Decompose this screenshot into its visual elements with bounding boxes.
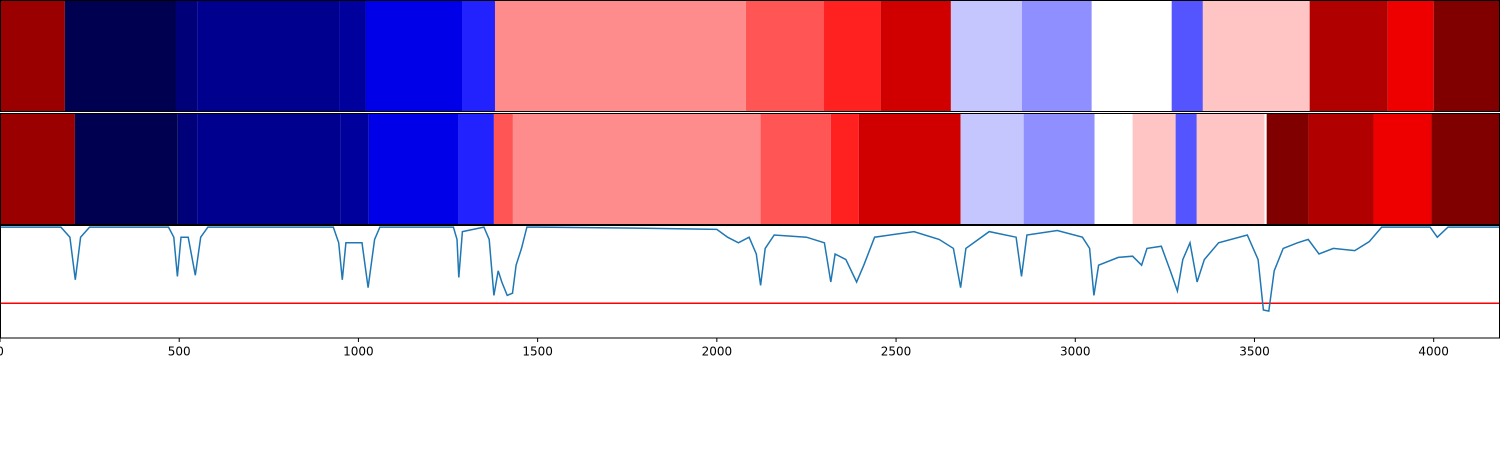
segment	[1387, 0, 1434, 112]
x-tick-label: 2500	[881, 345, 912, 359]
score-line	[0, 226, 1500, 312]
segment	[340, 113, 369, 225]
plot-frame	[0, 225, 1500, 339]
segment	[0, 0, 65, 112]
segment	[1373, 113, 1432, 225]
segment	[1308, 113, 1374, 225]
segment	[494, 0, 746, 112]
segment	[458, 113, 494, 225]
x-tick-label: 1000	[343, 345, 374, 359]
x-tick-label: 2000	[702, 345, 733, 359]
segment	[1171, 0, 1203, 112]
segment	[197, 113, 341, 225]
segment	[1309, 0, 1388, 112]
segment	[745, 0, 825, 112]
segment	[1264, 113, 1267, 225]
segment	[74, 113, 178, 225]
x-tick-label: 4000	[1418, 345, 1449, 359]
segment	[1091, 0, 1172, 112]
segment	[197, 0, 340, 112]
segment	[880, 0, 951, 112]
segment	[1023, 113, 1095, 225]
x-tick-label: 3000	[1060, 345, 1091, 359]
segment	[1266, 113, 1309, 225]
segment	[1132, 113, 1176, 225]
x-tick-label: 1500	[522, 345, 553, 359]
segment	[760, 113, 831, 225]
segment	[1431, 113, 1500, 225]
segment	[64, 0, 176, 112]
segment	[824, 0, 881, 112]
segment	[1094, 113, 1133, 225]
segment	[960, 113, 1024, 225]
segment	[1175, 113, 1197, 225]
segment	[1021, 0, 1092, 112]
x-tick-label: 0	[0, 345, 4, 359]
x-tick-label: 500	[168, 345, 191, 359]
segment	[512, 113, 761, 225]
segment	[493, 113, 513, 225]
segment	[462, 0, 495, 112]
segment	[858, 113, 961, 225]
x-tick-label: 3500	[1239, 345, 1270, 359]
segment	[1202, 0, 1310, 112]
segment	[0, 113, 75, 225]
segment	[1433, 0, 1500, 112]
segment	[950, 0, 1022, 112]
segment	[830, 113, 859, 225]
segment	[365, 0, 463, 112]
segment	[368, 113, 459, 225]
segment	[175, 0, 198, 112]
segment	[339, 0, 366, 112]
segment	[1196, 113, 1265, 225]
segment	[177, 113, 198, 225]
